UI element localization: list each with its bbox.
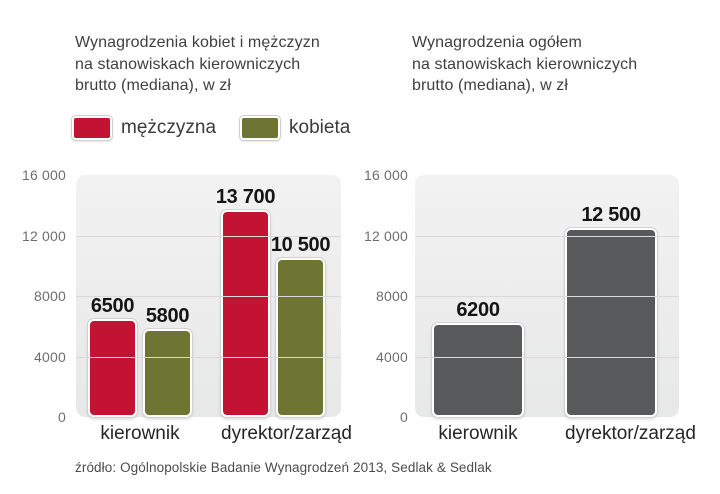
plot-area: 6200 12 500 [415, 175, 679, 417]
y-axis-tick-label: 4000 [34, 348, 66, 365]
gridline [415, 356, 679, 358]
y-axis-tick-label: 0 [58, 409, 66, 425]
bar-group-kierownik: 6500 5800 [88, 295, 192, 417]
y-axis-tick-label: 8000 [34, 288, 66, 304]
gridline [415, 296, 679, 297]
gridline [76, 356, 341, 358]
value-label: 5800 [145, 305, 190, 328]
chart-title: Wynagrodzenia ogółem na stanowiskach kie… [412, 34, 638, 94]
source-note: źródło: Ogólnopolskie Badanie Wynagrodze… [75, 460, 492, 475]
legend-label-man: mężczyzna [121, 117, 217, 138]
y-axis-tick-label: 8000 [376, 288, 408, 304]
plot-area: 6500 5800 13 700 10 500 [76, 175, 341, 417]
legend: mężczyzna kobieta [72, 116, 350, 140]
gridline [415, 235, 679, 237]
value-label: 10 500 [270, 234, 331, 257]
bar-ogółem: 6200 [432, 299, 524, 417]
legend-item-kobieta: kobieta [240, 116, 350, 140]
bar-mężczyzna: 6500 [88, 295, 137, 417]
y-axis-tick-label: 16 000 [21, 167, 66, 183]
bar-groups: 6500 5800 13 700 10 500 [76, 175, 341, 417]
bar-kobieta: 5800 [143, 305, 192, 417]
x-axis-category-label: kierownik [438, 423, 518, 444]
x-axis-category-label: dyrektor/zarząd [221, 423, 352, 444]
gridline [76, 235, 341, 237]
legend-label-woman: kobieta [289, 117, 351, 138]
bar-groups: 6200 12 500 [415, 175, 679, 417]
chart-title: Wynagrodzenia kobiet i mężczyzn na stano… [75, 34, 320, 94]
x-axis-category-label: dyrektor/zarząd [565, 423, 696, 444]
bar-group-kierownik: 6200 [432, 299, 524, 417]
y-axis-tick-label: 12 000 [363, 227, 408, 244]
bar-kobieta: 10 500 [271, 234, 330, 417]
value-label: 6200 [456, 299, 500, 322]
value-label: 13 700 [215, 185, 276, 208]
y-axis-tick-label: 12 000 [21, 227, 66, 244]
y-axis-tick-label: 4000 [376, 348, 408, 365]
gridline [76, 296, 341, 297]
x-axis-category-label: kierownik [100, 423, 180, 444]
bar-ogółem: 12 500 [565, 204, 657, 417]
y-axis: 16 000 12 000 8000 4000 0 [6, 167, 66, 425]
legend-swatch-woman [240, 116, 281, 140]
bar-mężczyzna: 13 700 [216, 186, 275, 417]
legend-swatch-man [72, 116, 112, 140]
y-axis: 16 000 12 000 8000 4000 0 [342, 167, 408, 425]
value-label: 12 500 [581, 203, 641, 226]
x-axis: kierownik dyrektor/zarząd [415, 423, 696, 445]
y-axis-tick-label: 0 [400, 409, 408, 425]
bar-group-dyrektor/zarząd: 12 500 [565, 204, 657, 417]
legend-item-mezczyzna: mężczyzna [72, 116, 216, 140]
y-axis-tick-label: 16 000 [363, 167, 408, 183]
x-axis: kierownik dyrektor/zarząd [76, 423, 352, 445]
value-label: 6500 [90, 294, 135, 317]
bar-group-dyrektor/zarząd: 13 700 10 500 [216, 186, 330, 417]
